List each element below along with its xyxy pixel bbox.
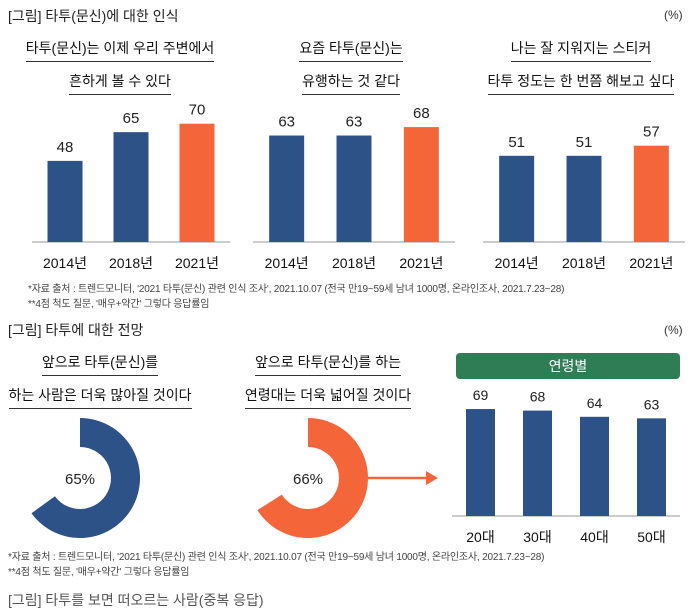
bar [499,155,535,242]
data-label: 51 [508,134,525,151]
chart1-question-line2: 흔하게 볼 수 있다 [69,71,171,95]
chart2-bar-chart: 63 2014년 63 2018년 68 2021년 [253,105,455,271]
chart2-question-line1: 요즘 타투(문신)는 [299,38,403,62]
age-group-header: 연령별 [456,353,680,379]
chart1-question-line1: 타투(문신)는 이제 우리 주변에서 [25,38,215,62]
section2-source-note: *자료 출처 : 트렌드모니터, '2021 타투(문신) 관련 인식 조사',… [8,552,545,563]
category-label: 2018년 [332,255,376,271]
bar [403,127,439,242]
section1-scale-note: **4점 척도 질문, '매우+약간' 그렇다 응답률임 [28,299,210,310]
bar [466,409,495,516]
bar [633,145,669,242]
section3-title: [그림] 타투를 보면 떠오르는 사람(중복 응답) [8,592,264,608]
bar [113,132,149,242]
donut1-question: 앞으로 타투(문신)를 하는 사람은 더욱 많아질 것이다 [0,352,200,409]
donut2-question: 앞으로 타투(문신)를 하는 연령대는 더욱 넓어질 것이다 [228,352,428,409]
bar [269,135,305,242]
category-label: 20대 [466,529,494,545]
category-label: 30대 [523,529,551,545]
section2-scale-note: **4점 척도 질문, '매우+약간' 그렇다 응답률임 [8,567,190,578]
chart3-question-line1: 나는 잘 지워지는 스티커 [510,38,652,62]
data-label: 68 [530,389,546,405]
chart3-bar-chart: 51 2014년 51 2018년 57 2021년 [483,124,685,271]
data-label: 65 [123,110,140,127]
data-label: 51 [576,134,593,151]
bar [523,410,552,516]
data-label: 70 [189,102,206,119]
section2-unit: (%) [664,323,683,337]
category-label: 2021년 [399,255,443,271]
bar [637,418,666,516]
data-label: 69 [473,387,489,403]
donut2-question-line1: 앞으로 타투(문신)를 하는 [255,352,401,376]
chart1-question: 타투(문신)는 이제 우리 주변에서 흔하게 볼 수 있다 [0,38,240,95]
arrow-icon [426,471,438,485]
bar [47,160,83,242]
donut2-chart: 66% [257,418,438,538]
bar [580,416,609,516]
category-label: 40대 [580,529,608,545]
section2-title: [그림] 타투에 대한 전망 [8,322,144,338]
donut-arc [257,418,368,538]
section1-source-note: *자료 출처 : 트렌드모니터, '2021 타투(문신) 관련 인식 조사',… [28,284,565,295]
donut-value-label: 66% [293,471,323,488]
donut2-question-line2: 연령대는 더욱 넓어질 것이다 [244,385,412,409]
donut-value-label: 65% [65,471,95,488]
chart3-question-line2: 타투 정도는 한 번쯤 해보고 싶다 [487,71,675,95]
data-label: 68 [413,105,430,122]
chart3-question: 나는 잘 지워지는 스티커 타투 정도는 한 번쯤 해보고 싶다 [470,38,692,95]
donut1-question-line2: 하는 사람은 더욱 많아질 것이다 [8,385,192,409]
chart2-question-line2: 유행하는 것 같다 [302,71,400,95]
chart1-bar-chart: 48 2014년 65 2018년 70 2021년 [32,102,230,271]
donut1-chart: 65% [31,418,140,538]
category-label: 2018년 [109,255,153,271]
data-label: 57 [643,124,660,141]
category-label: 2018년 [562,255,606,271]
category-label: 2014년 [495,255,539,271]
category-label: 2021년 [629,255,673,271]
bar [336,135,372,242]
section1-unit: (%) [664,8,683,22]
data-label: 64 [587,395,603,411]
data-label: 48 [57,139,74,156]
category-label: 2021년 [175,255,219,271]
bar [179,123,215,242]
category-label: 50대 [637,529,665,545]
data-label: 63 [278,114,295,131]
bar [566,155,602,242]
category-label: 2014년 [43,255,87,271]
category-label: 2014년 [265,255,309,271]
age-bar-chart: 69 20대 68 30대 64 40대 63 50대 [452,387,680,545]
section1-title: [그림] 타투(문신)에 대한 인식 [8,8,179,24]
chart2-question: 요즘 타투(문신)는 유행하는 것 같다 [236,38,466,95]
data-label: 63 [346,114,363,131]
donut-arc [31,418,140,538]
data-label: 63 [644,396,660,412]
donut1-question-line1: 앞으로 타투(문신)를 [41,352,159,376]
